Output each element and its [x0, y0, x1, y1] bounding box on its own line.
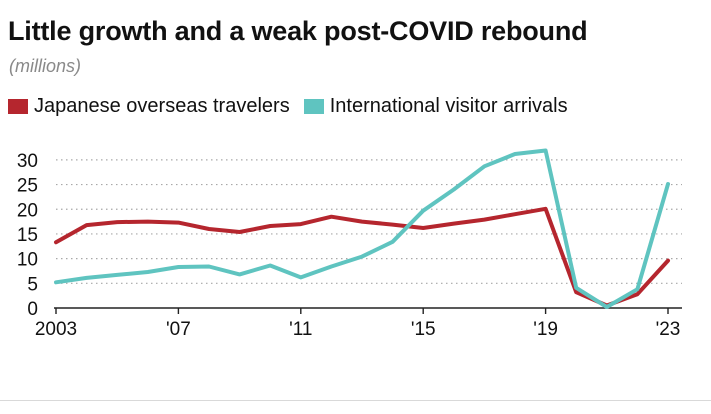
data-point-japanese-overseas-travelers-2004: [85, 223, 89, 227]
data-point-international-visitor-arrivals-2011: [299, 275, 303, 279]
y-tick-label-5: 5: [27, 274, 38, 295]
legend-item-international-visitor-arrivals: International visitor arrivals: [303, 95, 568, 118]
bottom-divider: [0, 400, 711, 401]
chart-legend: Japanese overseas travelers Internationa…: [8, 95, 582, 118]
y-tick-label-0: 0: [27, 299, 38, 320]
data-point-international-visitor-arrivals-2022: [635, 287, 639, 291]
data-point-international-visitor-arrivals-2006: [146, 270, 150, 274]
data-point-japanese-overseas-travelers-2010: [268, 224, 272, 228]
chart-subtitle: (millions): [9, 56, 81, 76]
data-point-japanese-overseas-travelers-2005: [115, 220, 119, 224]
data-point-international-visitor-arrivals-2015: [421, 209, 425, 213]
chart-title: Little growth and a weak post-COVID rebo…: [8, 16, 588, 46]
data-point-international-visitor-arrivals-2023: [666, 182, 670, 186]
data-point-international-visitor-arrivals-2012: [329, 265, 333, 269]
x-tick-label-2011: '11: [289, 319, 312, 340]
y-tick-label-10: 10: [17, 250, 38, 271]
data-point-international-visitor-arrivals-2018: [513, 152, 517, 156]
y-tick-label-25: 25: [17, 176, 38, 197]
legend-label-international-visitor-arrivals: International visitor arrivals: [329, 95, 568, 117]
data-point-international-visitor-arrivals-2005: [115, 273, 119, 277]
data-point-international-visitor-arrivals-2021: [605, 305, 609, 309]
data-point-japanese-overseas-travelers-2023: [666, 259, 670, 263]
data-point-international-visitor-arrivals-2016: [452, 188, 456, 192]
data-point-international-visitor-arrivals-2004: [85, 276, 89, 280]
data-point-japanese-overseas-travelers-2022: [635, 292, 639, 296]
x-tick-label-2007: '07: [166, 319, 191, 340]
data-point-japanese-overseas-travelers-2013: [360, 220, 364, 224]
y-tick-label-15: 15: [17, 225, 38, 246]
legend-swatch-international-visitor-arrivals: [303, 99, 324, 114]
legend-label-japanese-overseas-travelers: Japanese overseas travelers: [34, 95, 290, 117]
y-tick-label-20: 20: [17, 200, 38, 221]
data-point-international-visitor-arrivals-2017: [482, 164, 486, 168]
data-point-international-visitor-arrivals-2009: [238, 272, 242, 276]
data-point-international-visitor-arrivals-2014: [391, 240, 395, 244]
series-line-international-visitor-arrivals: [54, 148, 670, 309]
data-point-japanese-overseas-travelers-2003: [54, 240, 58, 244]
data-point-japanese-overseas-travelers-2009: [238, 230, 242, 234]
data-point-international-visitor-arrivals-2019: [544, 148, 548, 152]
data-point-japanese-overseas-travelers-2015: [421, 226, 425, 230]
data-point-japanese-overseas-travelers-2006: [146, 220, 150, 224]
data-point-japanese-overseas-travelers-2012: [329, 215, 333, 219]
x-tick-label-2023: '23: [656, 319, 681, 340]
x-tick-label-2019: '19: [533, 319, 558, 340]
data-point-international-visitor-arrivals-2008: [207, 265, 211, 269]
data-point-international-visitor-arrivals-2007: [176, 265, 180, 269]
series-line-japanese-overseas-travelers: [54, 206, 670, 308]
x-tick-label-2015: '15: [411, 319, 436, 340]
x-tick-label-2003: 2003: [35, 319, 77, 340]
legend-swatch-japanese-overseas-travelers: [8, 99, 28, 114]
data-point-japanese-overseas-travelers-2019: [544, 207, 548, 211]
data-point-japanese-overseas-travelers-2014: [391, 223, 395, 227]
data-point-international-visitor-arrivals-2020: [574, 286, 578, 290]
data-point-japanese-overseas-travelers-2017: [482, 218, 486, 222]
y-tick-label-30: 30: [17, 151, 38, 172]
data-point-japanese-overseas-travelers-2008: [207, 227, 211, 231]
data-point-japanese-overseas-travelers-2007: [176, 221, 180, 225]
data-point-japanese-overseas-travelers-2016: [452, 222, 456, 226]
data-point-japanese-overseas-travelers-2018: [513, 212, 517, 216]
data-point-international-visitor-arrivals-2003: [54, 280, 58, 284]
data-point-japanese-overseas-travelers-2011: [299, 222, 303, 226]
legend-item-japanese-overseas-travelers: Japanese overseas travelers: [8, 95, 290, 118]
data-point-international-visitor-arrivals-2010: [268, 264, 272, 268]
data-point-international-visitor-arrivals-2013: [360, 255, 364, 259]
